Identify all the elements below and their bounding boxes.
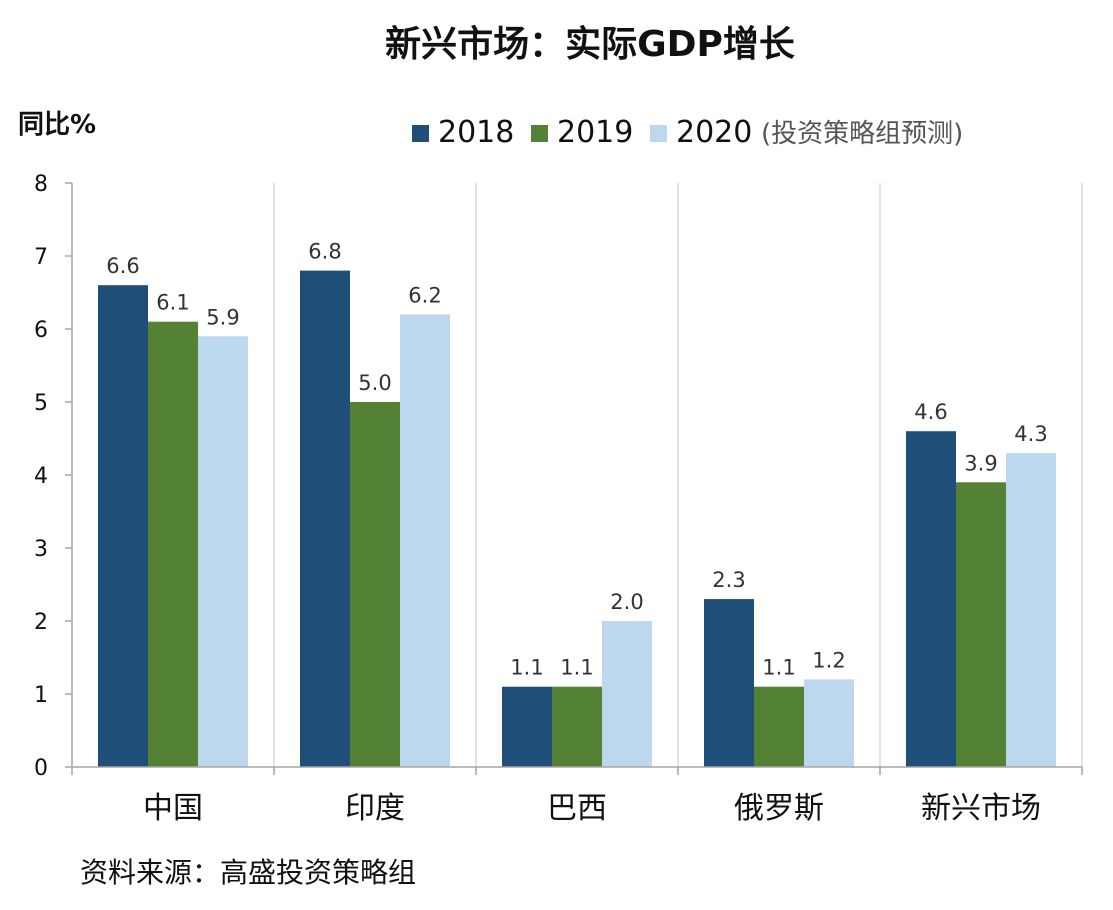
bar-2020-中国: [198, 336, 248, 767]
bar-2019-巴西: [552, 686, 602, 767]
data-label: 6.8: [308, 240, 341, 264]
bar-2019-新兴市场: [956, 482, 1006, 767]
data-label: 1.2: [812, 648, 845, 672]
bar-2019-中国: [148, 321, 198, 767]
chart-title: 新兴市场：实际GDP增长: [385, 24, 795, 65]
x-tick-label: 新兴市场: [921, 791, 1041, 826]
data-label: 2.3: [712, 568, 745, 592]
y-tick-label: 2: [34, 610, 48, 635]
y-tick-label: 8: [34, 172, 48, 197]
legend-swatch-2018: [412, 125, 429, 142]
legend-swatch-2019: [531, 125, 548, 142]
legend: 2018 2019 2020 (投资策略组预测): [412, 115, 963, 150]
data-label: 4.6: [914, 400, 947, 424]
y-tick-label: 4: [34, 464, 48, 489]
bar-2019-印度: [350, 402, 400, 767]
data-label: 6.6: [106, 254, 139, 278]
y-tick-label: 3: [34, 537, 48, 562]
data-label: 6.1: [156, 291, 189, 315]
category-separators: [273, 183, 1083, 775]
data-label: 6.2: [408, 283, 441, 307]
bar-2020-印度: [400, 314, 450, 767]
legend-note: (投资策略组预测): [761, 119, 963, 149]
bars: [98, 270, 1056, 767]
data-label: 4.3: [1014, 422, 1047, 446]
bar-2018-印度: [300, 270, 350, 767]
data-label: 5.0: [358, 371, 391, 395]
value-labels: 6.6 6.8 1.1 2.3 4.6 6.1 5.0 1.1 1.1 3.9 5.9 6.2 2.0 1…: [106, 240, 1047, 680]
bar-2020-新兴市场: [1006, 453, 1056, 767]
data-label: 1.1: [560, 656, 593, 680]
bar-2018-俄罗斯: [704, 599, 754, 767]
x-tick-label: 巴西: [547, 791, 607, 826]
y-tick-label: 5: [34, 391, 48, 416]
y-tick-label: 7: [34, 245, 48, 270]
bar-2018-中国: [98, 285, 148, 767]
bar-2020-俄罗斯: [804, 679, 854, 767]
bar-2018-巴西: [502, 686, 552, 767]
legend-label: 2019: [557, 115, 633, 150]
bar-2018-新兴市场: [906, 431, 956, 767]
y-tick-label: 0: [34, 756, 48, 781]
x-axis: 中国 印度 巴西 俄罗斯 新兴市场: [71, 766, 1083, 826]
x-tick-label: 中国: [143, 791, 203, 826]
y-tick-label: 6: [34, 318, 48, 343]
legend-label: 2018: [438, 115, 514, 150]
data-label: 2.0: [610, 590, 643, 614]
legend-label: 2020: [676, 115, 752, 150]
data-label: 3.9: [964, 451, 997, 475]
legend-swatch-2020: [650, 125, 667, 142]
x-tick-label: 俄罗斯: [734, 791, 824, 826]
plot-area: 6.6 6.8 1.1 2.3 4.6 6.1 5.0 1.1 1.1 3.9 5.9 6.2 2.0 1…: [34, 172, 1083, 826]
x-tick-label: 印度: [345, 791, 405, 826]
bar-2020-巴西: [602, 621, 652, 767]
y-tick-label: 1: [34, 683, 48, 708]
y-axis: 0 1 2 3 4 5 6 7 8: [34, 172, 73, 781]
y-axis-label: 同比%: [18, 110, 96, 140]
data-label: 1.1: [510, 656, 543, 680]
bar-2019-俄罗斯: [754, 686, 804, 767]
data-label: 5.9: [206, 305, 239, 329]
source-note: 资料来源：高盛投资策略组: [80, 856, 416, 889]
data-label: 1.1: [762, 656, 795, 680]
